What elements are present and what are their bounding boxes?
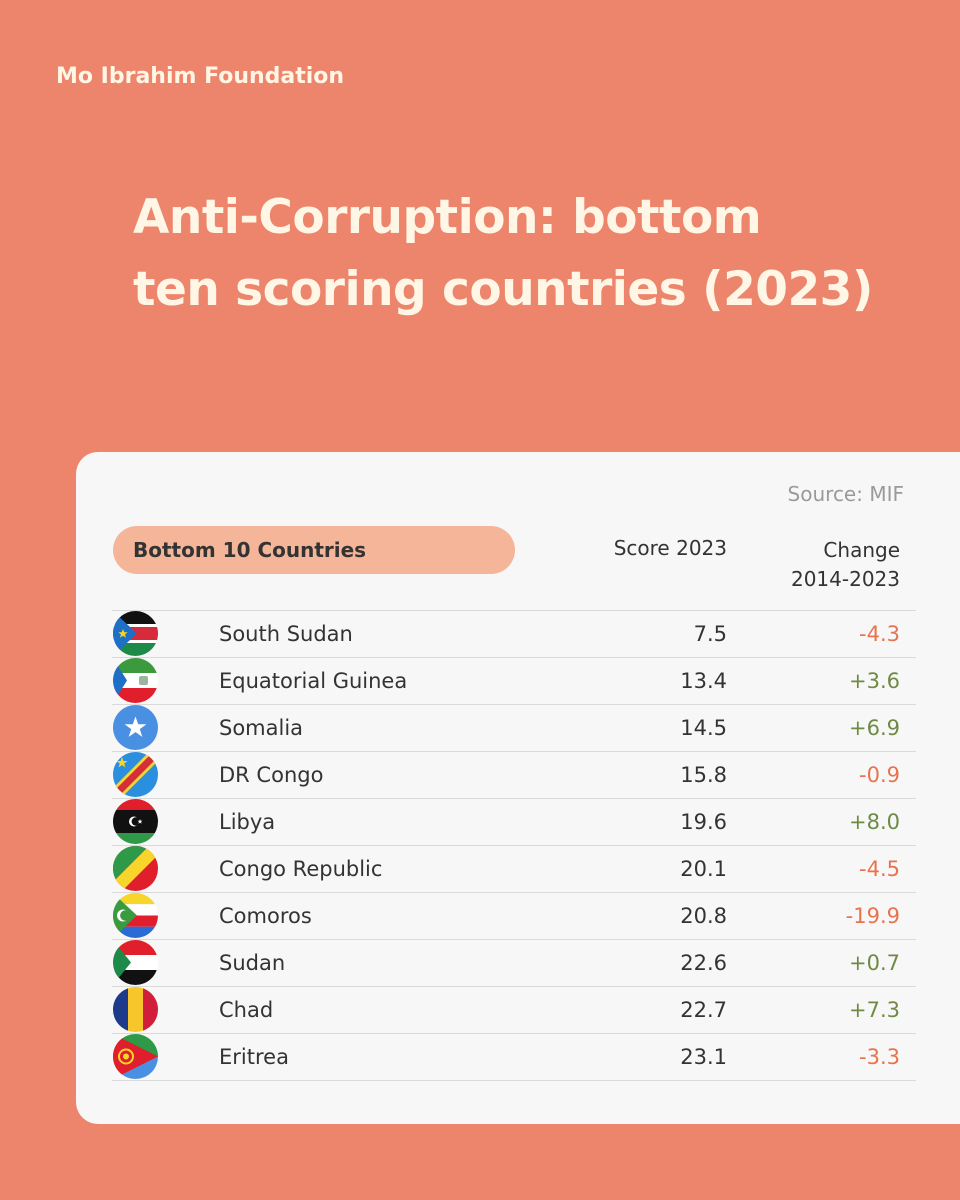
table-row: Congo Republic 20.1 -4.5: [112, 846, 916, 893]
score-value: 20.1: [680, 857, 727, 881]
dr-congo-flag-icon: [113, 752, 158, 797]
table-row: DR Congo 15.8 -0.9: [112, 752, 916, 799]
country-name: Chad: [219, 998, 274, 1022]
table-row: Libya 19.6 +8.0: [112, 799, 916, 846]
brand-name: Mo Ibrahim Foundation: [56, 64, 345, 89]
eritrea-flag-icon: [113, 1034, 158, 1079]
change-value: +6.9: [849, 716, 900, 740]
score-value: 14.5: [680, 716, 727, 740]
somalia-flag-icon: [113, 705, 158, 750]
sudan-flag-icon: [113, 940, 158, 985]
change-column-header: Change 2014-2023: [700, 536, 900, 594]
score-value: 15.8: [680, 763, 727, 787]
title-line-1: Anti-Corruption: bottom: [133, 190, 762, 245]
comoros-flag-icon: [113, 893, 158, 938]
country-name: Eritrea: [219, 1045, 289, 1069]
change-value: -3.3: [859, 1045, 900, 1069]
table-row: Comoros 20.8 -19.9: [112, 893, 916, 940]
page-title: Anti-Corruption: bottom ten scoring coun…: [133, 182, 913, 326]
south-sudan-flag-icon: [113, 611, 158, 656]
score-value: 13.4: [680, 669, 727, 693]
change-header-line-1: Change: [823, 538, 900, 562]
chad-flag-icon: [113, 987, 158, 1032]
libya-flag-icon: [113, 799, 158, 844]
change-value: -0.9: [859, 763, 900, 787]
title-line-2: ten scoring countries (2023): [133, 262, 873, 317]
country-name: Congo Republic: [219, 857, 383, 881]
score-value: 23.1: [680, 1045, 727, 1069]
change-value: +7.3: [849, 998, 900, 1022]
table-row: Equatorial Guinea 13.4 +3.6: [112, 658, 916, 705]
equatorial-guinea-flag-icon: [113, 658, 158, 703]
country-name: Equatorial Guinea: [219, 669, 408, 693]
table-card: Source: MIF Bottom 10 Countries Score 20…: [76, 452, 960, 1124]
score-column-header: Score 2023: [613, 536, 727, 560]
change-value: +0.7: [849, 951, 900, 975]
score-value: 22.7: [680, 998, 727, 1022]
source-note: Source: MIF: [787, 482, 904, 506]
country-name: Comoros: [219, 904, 312, 928]
country-name: South Sudan: [219, 622, 353, 646]
change-value: -4.3: [859, 622, 900, 646]
score-value: 22.6: [680, 951, 727, 975]
table-row: Chad 22.7 +7.3: [112, 987, 916, 1034]
score-value: 19.6: [680, 810, 727, 834]
score-value: 20.8: [680, 904, 727, 928]
score-value: 7.5: [693, 622, 727, 646]
country-name: DR Congo: [219, 763, 324, 787]
change-value: -4.5: [859, 857, 900, 881]
country-name: Libya: [219, 810, 276, 834]
table-row: Somalia 14.5 +6.9: [112, 705, 916, 752]
change-value: -19.9: [845, 904, 900, 928]
country-name: Somalia: [219, 716, 304, 740]
table-row: Sudan 22.6 +0.7: [112, 940, 916, 987]
table-row: South Sudan 7.5 -4.3: [112, 611, 916, 658]
change-header-line-2: 2014-2023: [790, 567, 900, 591]
country-table: South Sudan 7.5 -4.3 Equatorial Guinea 13.4 +…: [112, 610, 916, 1081]
country-name: Sudan: [219, 951, 286, 975]
table-row: Eritrea 23.1 -3.3: [112, 1034, 916, 1081]
country-column-header: Bottom 10 Countries: [113, 526, 515, 574]
congo-republic-flag-icon: [113, 846, 158, 891]
change-value: +3.6: [849, 669, 900, 693]
change-value: +8.0: [849, 810, 900, 834]
